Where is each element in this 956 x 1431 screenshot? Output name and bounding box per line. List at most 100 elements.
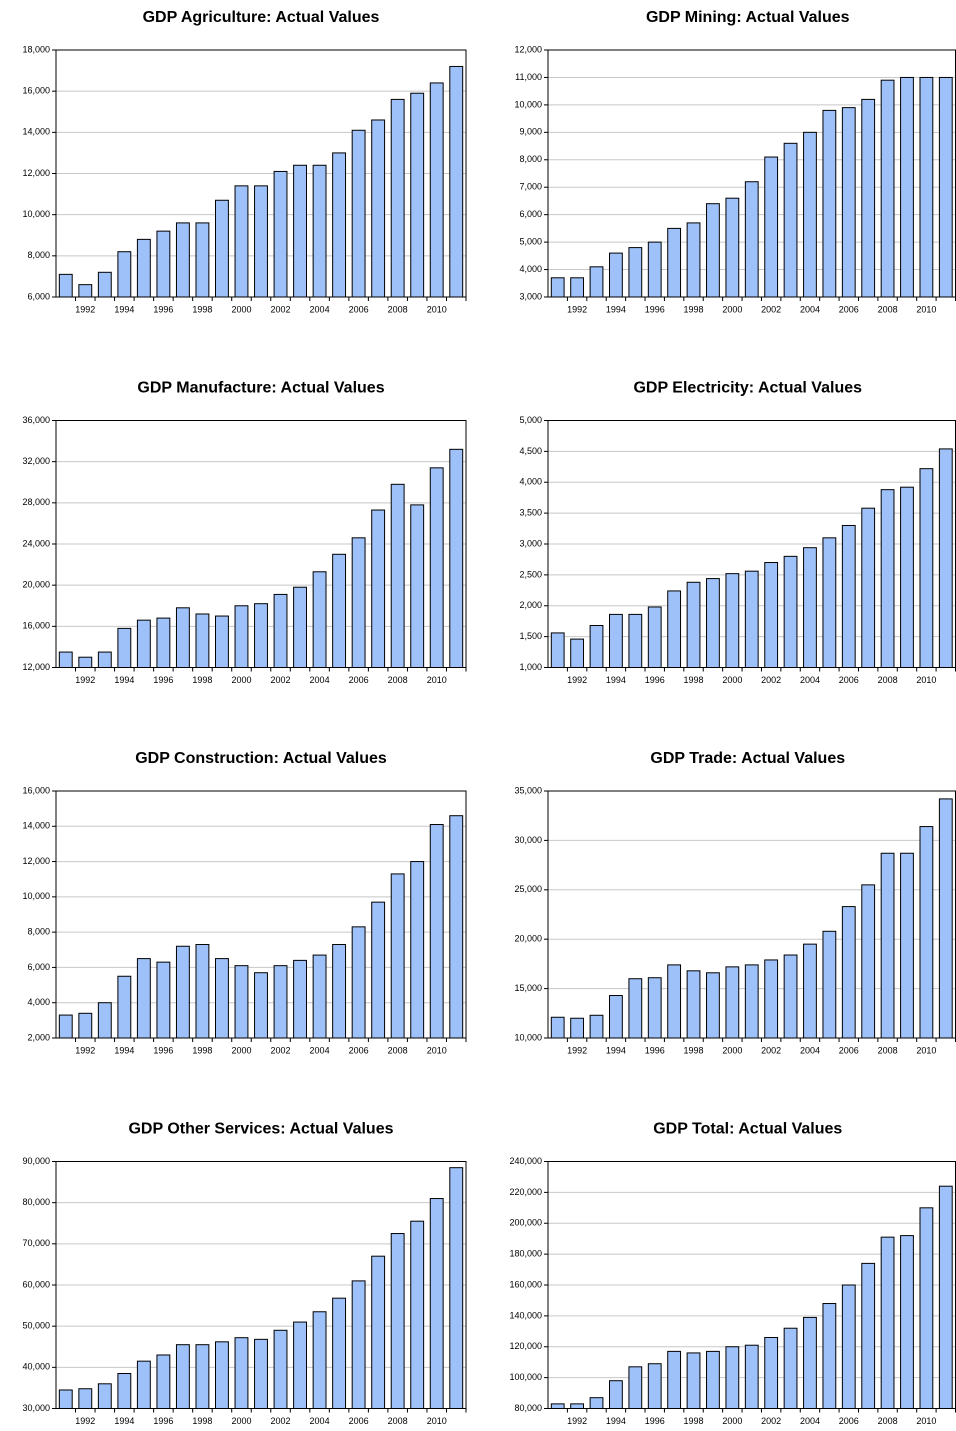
- bar: [880, 489, 895, 668]
- y-tick-label: 20,000: [514, 934, 542, 944]
- x-tick-label: 2008: [388, 1416, 408, 1426]
- y-tick-label: 10,000: [514, 99, 542, 109]
- x-tick-label: 2008: [878, 1416, 898, 1426]
- bar: [351, 537, 366, 669]
- bar: [783, 142, 798, 298]
- x-tick-label: 2010: [427, 1045, 447, 1055]
- bar: [609, 995, 623, 1039]
- bar: [117, 1373, 132, 1409]
- bar: [215, 199, 229, 298]
- x-tick-label: 1994: [606, 1045, 626, 1055]
- y-tick-label: 60,000: [22, 1279, 50, 1289]
- bar: [429, 1198, 444, 1410]
- x-tick-label: 2010: [427, 675, 447, 685]
- x-tick-label: 2010: [427, 304, 447, 314]
- y-tick-label: 40,000: [22, 1362, 50, 1372]
- y-tick-label: 3,500: [519, 508, 542, 518]
- y-tick-label: 5,000: [519, 236, 542, 246]
- bar: [78, 1012, 93, 1039]
- bar: [938, 1185, 953, 1409]
- bar: [371, 509, 386, 668]
- y-tick-label: 5,000: [519, 415, 542, 425]
- bar: [744, 570, 759, 668]
- bar: [550, 277, 565, 298]
- x-tick-label: 2008: [388, 1045, 408, 1055]
- bar: [550, 1016, 565, 1039]
- bar: [117, 627, 132, 668]
- y-tick-label: 220,000: [509, 1187, 542, 1197]
- plot-frame: [55, 790, 467, 1039]
- bar: [570, 277, 585, 298]
- bar: [215, 615, 229, 669]
- bar: [803, 131, 817, 298]
- bar: [293, 164, 307, 298]
- chart-title: GDP Other Services: Actual Values: [128, 1121, 393, 1138]
- x-tick-label: 2004: [800, 1416, 820, 1426]
- bar: [136, 619, 151, 668]
- bar: [78, 656, 93, 668]
- bar: [647, 977, 662, 1039]
- bar: [667, 964, 682, 1039]
- x-tick-label: 2000: [231, 304, 251, 314]
- bar: [449, 1167, 464, 1410]
- bar: [449, 65, 464, 298]
- chart-title: GDP Trade: Actual Values: [650, 750, 845, 767]
- x-tick-label: 1996: [153, 1416, 173, 1426]
- x-tick-label: 2004: [800, 304, 820, 314]
- bar: [156, 230, 171, 298]
- bar: [215, 958, 229, 1039]
- x-tick-label: 2006: [349, 675, 369, 685]
- bar: [195, 943, 210, 1039]
- bar: [764, 156, 779, 298]
- y-tick-label: 4,000: [519, 477, 542, 487]
- x-tick-label: 1992: [567, 675, 587, 685]
- bar: [429, 82, 444, 298]
- bar: [254, 603, 268, 668]
- x-tick-label: 1996: [645, 1045, 665, 1055]
- x-tick-label: 1994: [114, 304, 134, 314]
- x-tick-label: 1992: [75, 675, 95, 685]
- x-tick-label: 1998: [192, 1416, 212, 1426]
- bar: [900, 76, 914, 298]
- x-tick-label: 2010: [427, 1416, 447, 1426]
- bar: [725, 197, 740, 298]
- bar: [822, 537, 837, 669]
- bar: [195, 1344, 210, 1409]
- x-tick-label: 1998: [192, 304, 212, 314]
- bar: [706, 1350, 720, 1409]
- bar: [117, 251, 132, 298]
- bar: [293, 1321, 307, 1410]
- bar: [97, 651, 112, 668]
- x-tick-label: 2010: [916, 1416, 936, 1426]
- x-tick-label: 1994: [606, 304, 626, 314]
- y-tick-label: 2,500: [519, 569, 542, 579]
- x-tick-label: 1992: [567, 1416, 587, 1426]
- x-tick-label: 1996: [645, 304, 665, 314]
- bar: [589, 266, 604, 298]
- x-tick-label: 1992: [75, 1045, 95, 1055]
- bar: [550, 1403, 565, 1410]
- bar: [841, 906, 856, 1039]
- bar: [332, 553, 347, 669]
- x-tick-label: 2006: [839, 1045, 859, 1055]
- bar: [175, 607, 190, 669]
- bar: [803, 1316, 817, 1409]
- x-tick-label: 2000: [722, 675, 742, 685]
- x-tick-label: 1996: [153, 675, 173, 685]
- x-tick-label: 2004: [310, 1416, 330, 1426]
- x-tick-label: 2004: [310, 304, 330, 314]
- bar: [351, 926, 366, 1039]
- bar: [919, 826, 934, 1039]
- bar: [156, 1354, 171, 1409]
- x-tick-label: 2002: [271, 675, 291, 685]
- bar: [880, 852, 895, 1039]
- bar: [570, 1017, 585, 1039]
- bar: [371, 1255, 386, 1410]
- x-tick-label: 2008: [878, 675, 898, 685]
- x-tick-label: 1998: [684, 675, 704, 685]
- bar: [919, 468, 934, 669]
- bar: [332, 152, 347, 298]
- bar: [667, 590, 682, 668]
- y-tick-label: 160,000: [509, 1279, 542, 1289]
- y-tick-label: 80,000: [22, 1197, 50, 1207]
